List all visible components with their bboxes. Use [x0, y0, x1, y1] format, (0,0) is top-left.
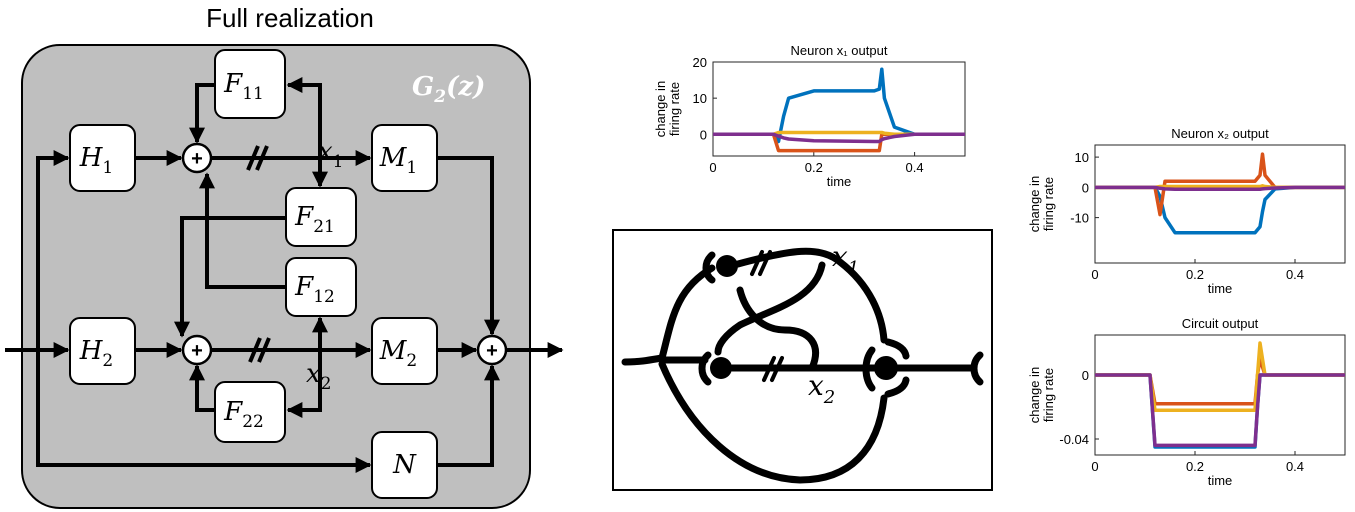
x-axis-label: time — [1208, 473, 1233, 488]
x-tick-label: 0 — [1091, 459, 1098, 474]
x-tick-label: 0.2 — [1186, 459, 1204, 474]
figure: Full realization G2(z) +++ F11H1M1F21F12… — [0, 0, 1355, 512]
series-line — [1095, 187, 1345, 189]
y-tick-label: 10 — [1075, 150, 1089, 165]
svg-text:+: + — [191, 340, 203, 362]
diagram-title: Full realization — [206, 3, 374, 33]
y-tick-label: 20 — [693, 55, 707, 70]
x-tick-label: 0.4 — [1286, 459, 1304, 474]
x-tick-label: 0 — [1091, 267, 1098, 282]
x-tick-label: 0 — [709, 160, 716, 175]
chart-title: Circuit output — [1182, 316, 1259, 331]
svg-text:+: + — [191, 148, 203, 170]
x-tick-label: 0.2 — [805, 160, 823, 175]
system-label: G2(z) — [412, 72, 485, 107]
y-tick-label: 10 — [693, 91, 707, 106]
y-tick-label: 0 — [1082, 180, 1089, 195]
y-axis-label: change in — [1027, 367, 1042, 423]
y-tick-label: -10 — [1070, 211, 1089, 226]
x-tick-label: 0.4 — [906, 160, 924, 175]
y-axis-label: change in — [1027, 176, 1042, 232]
x-axis-label: time — [1208, 281, 1233, 296]
x-axis-label: time — [827, 174, 852, 189]
plot-area — [1095, 335, 1345, 455]
y-tick-label: -0.04 — [1059, 432, 1089, 447]
block-label: N — [392, 450, 417, 480]
y-axis-label: firing rate — [1041, 368, 1056, 422]
y-axis-label: firing rate — [667, 82, 682, 136]
y-tick-label: 0 — [1082, 368, 1089, 383]
chart-title: Neuron x₁ output — [791, 43, 888, 58]
y-axis-label: change in — [653, 81, 668, 137]
y-axis-label: firing rate — [1041, 177, 1056, 231]
x-tick-label: 0.4 — [1286, 267, 1304, 282]
x-tick-label: 0.2 — [1186, 267, 1204, 282]
y-tick-label: 0 — [700, 127, 707, 142]
plot-area — [1095, 145, 1345, 263]
chart-title: Neuron x₂ output — [1171, 126, 1269, 141]
svg-text:+: + — [486, 340, 498, 362]
